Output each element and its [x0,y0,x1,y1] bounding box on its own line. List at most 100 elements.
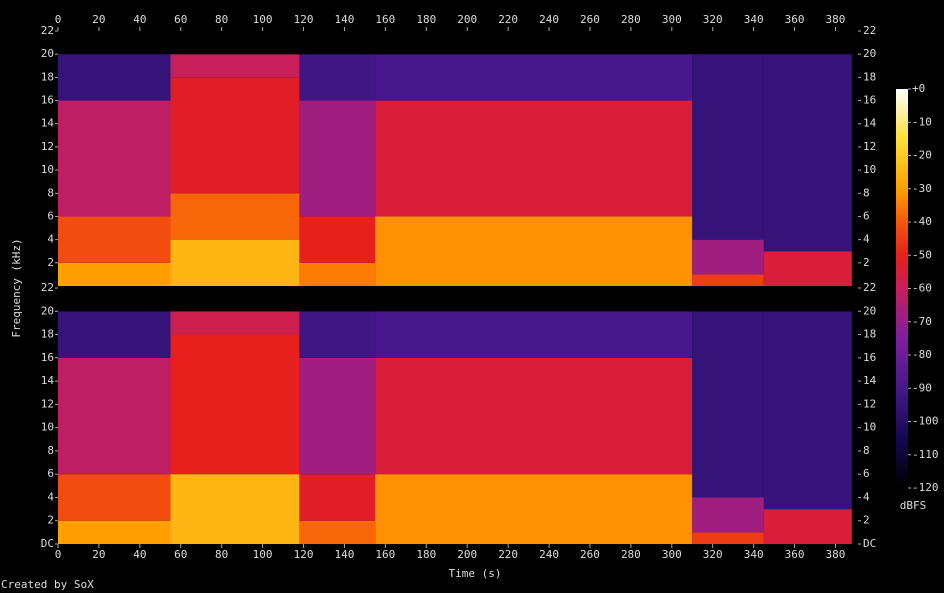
spectrogram-cell [692,239,764,275]
spectrogram-cell [58,54,171,101]
spectrogram-cell [58,216,171,263]
x-tick-label: 120 [294,548,314,561]
y-tick-label: 18 [41,70,54,83]
y-tick-label: 10 [41,421,54,434]
x-tick-label: 260 [580,548,600,561]
y-tick-label: 4 [863,233,870,246]
spectrogram-cell [375,474,693,544]
x-tick-label: 60 [174,548,187,561]
spectrogram-cell [58,474,171,521]
y-tick-label: 14 [863,117,877,130]
spectrogram-cell [170,474,300,544]
x-tick-label: 280 [621,548,641,561]
y-tick-label: 20 [863,47,876,60]
x-tick-label: 340 [744,13,764,26]
colorbar-tick-label: -90 [912,381,932,394]
spectrogram-cell [170,311,300,335]
x-tick-label: 300 [662,548,682,561]
spectrogram-cell [692,288,764,312]
colorbar-tick-label: -50 [912,248,932,261]
colorbar-tick-label: -10 [912,115,932,128]
spectrogram-cell [170,77,300,194]
x-tick-label: 40 [133,548,146,561]
y-tick-label: 16 [863,351,876,364]
x-tick-label: 340 [744,548,764,561]
y-tick-label: 22 [863,281,876,294]
spectrogram-cell [299,100,376,217]
y-tick-label: 8 [863,444,870,457]
x-tick-label: 0 [55,13,62,26]
x-tick-label: 220 [498,548,518,561]
x-tick-label: 240 [539,548,559,561]
y-tick-label: 14 [863,374,877,387]
y-tick-label: 16 [41,94,54,107]
spectrogram-cell [170,334,300,475]
spectrogram-cell [375,357,693,475]
x-tick-label: 20 [92,548,105,561]
y-tick-label: 12 [863,140,876,153]
colorbar-tick-label: -110 [912,448,939,461]
spectrogram-cell [58,357,171,475]
y-tick-label: 22 [41,24,54,37]
y-tick-label: 2 [863,256,870,269]
y-tick-label: 20 [863,304,876,317]
x-axis-label: Time (s) [449,567,502,580]
x-tick-label: 120 [294,13,314,26]
x-tick-label: 0 [55,548,62,561]
spectrogram-cell [375,54,693,101]
x-tick-label: 380 [826,548,846,561]
x-tick-label: 180 [416,13,436,26]
spectrogram-cell [58,100,171,217]
y-tick-label: 16 [863,94,876,107]
x-tick-label: 20 [92,13,105,26]
y-tick-label: 10 [863,421,876,434]
colorbar-label: dBFS [900,499,927,512]
colorbar-tick-label: -120 [912,481,939,494]
spectrogram-cell [692,532,764,544]
x-tick-label: 160 [375,13,395,26]
colorbar-tick-label: +0 [912,82,925,95]
spectrogram-cell [299,357,376,475]
spectrogram-cell [58,288,171,312]
spectrogram-cell [763,251,852,286]
y-tick-label: 8 [863,186,870,199]
x-tick-label: 160 [375,548,395,561]
y-tick-label: 8 [47,444,54,457]
spectrogram-cell [299,520,376,544]
y-axis-label: Frequency (kHz) [10,238,23,337]
spectrogram-cell [299,54,376,101]
spectrogram-cell [58,262,171,286]
x-tick-label: 40 [133,13,146,26]
spectrogram-cell [375,311,693,358]
colorbar [896,89,908,488]
x-tick-label: 200 [457,13,477,26]
y-tick-label: 12 [863,397,876,410]
y-tick-label: 14 [41,117,55,130]
x-tick-label: 360 [785,13,805,26]
x-tick-label: 220 [498,13,518,26]
colorbar-tick-label: -30 [912,182,932,195]
spectrogram-cell [299,262,376,286]
spectrogram-cell [375,288,693,312]
y-tick-label: 2 [863,514,870,527]
colorbar-tick-label: -80 [912,348,932,361]
spectrogram-cell [692,311,764,498]
y-tick-label: 6 [47,467,54,480]
colorbar-tick-label: -70 [912,315,932,328]
y-tick-label: 12 [41,140,54,153]
spectrogram-cell [763,31,852,55]
x-tick-label: 320 [703,13,723,26]
x-tick-label: 180 [416,548,436,561]
y-tick-label: 18 [863,328,876,341]
y-tick-label: 10 [41,163,54,176]
spectrogram-cell [375,31,693,55]
y-tick-label: 4 [47,490,54,503]
y-tick-label: 22 [863,24,876,37]
y-tick-label: 10 [863,163,876,176]
y-tick-label: DC [863,537,876,550]
x-tick-label: 360 [785,548,805,561]
x-tick-label: 100 [253,13,273,26]
y-tick-label: 12 [41,397,54,410]
spectrogram-cell [763,311,852,510]
